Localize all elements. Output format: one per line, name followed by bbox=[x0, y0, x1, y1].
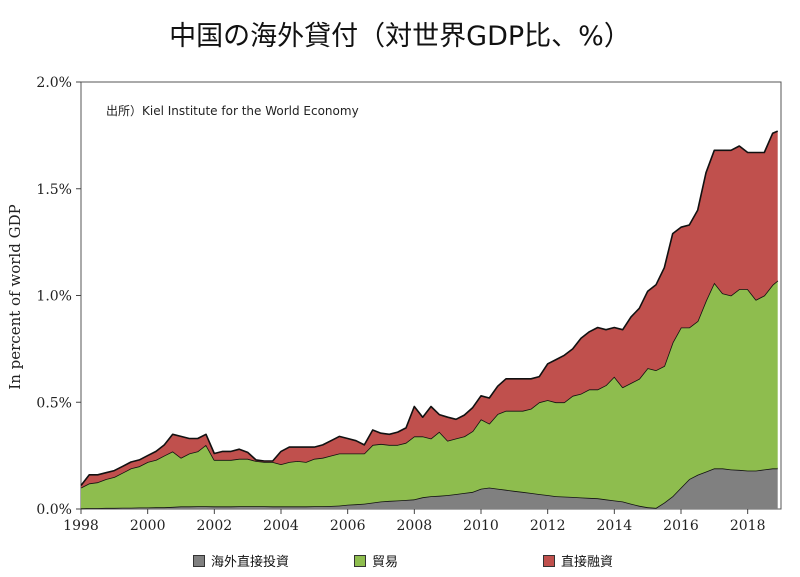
x-tick-label: 2016 bbox=[663, 518, 699, 534]
source-annotation: 出所）Kiel Institute for the World Economy bbox=[106, 104, 359, 118]
legend-label: 海外直接投資 bbox=[211, 555, 290, 570]
x-tick-label: 2004 bbox=[263, 518, 299, 534]
area-series-2 bbox=[81, 280, 778, 509]
y-tick-label: 0.5% bbox=[36, 395, 72, 411]
legend-label: 貿易 bbox=[372, 555, 399, 570]
legend-swatch bbox=[543, 554, 555, 567]
legend-swatch bbox=[193, 554, 205, 567]
legend-label: 直接融資 bbox=[561, 555, 614, 570]
legend-item: 直接融資 bbox=[543, 551, 613, 570]
y-axis-label: In percent of world GDP bbox=[6, 204, 24, 389]
x-tick-label: 2014 bbox=[597, 518, 633, 534]
chart-title: 中国の海外貸付（対世界GDP比、%） bbox=[169, 21, 631, 52]
x-tick-label: 2018 bbox=[730, 518, 766, 534]
area-series-3-line bbox=[80, 130, 779, 486]
x-tick-label: 2008 bbox=[397, 518, 433, 534]
y-tick-label: 0.0% bbox=[36, 502, 72, 518]
stacked-areas bbox=[80, 130, 779, 510]
legend-item: 貿易 bbox=[354, 551, 398, 570]
y-tick-label: 2.0% bbox=[36, 75, 72, 91]
x-tick-label: 2006 bbox=[330, 518, 366, 534]
legend-swatch bbox=[354, 554, 366, 567]
x-tick-label: 2002 bbox=[197, 518, 233, 534]
legend: 海外直接投資 貿易 直接融資 bbox=[0, 551, 800, 573]
area-series-1 bbox=[81, 468, 778, 509]
x-tick-label: 2010 bbox=[463, 518, 499, 534]
x-tick-label: 1998 bbox=[63, 518, 99, 534]
x-axis: 1998 2000 2002 2004 2006 2008 2010 2012 2014 2016… bbox=[63, 509, 765, 534]
y-axis: 0.0% 0.5% 1.0% 1.5% 2.0% bbox=[36, 75, 81, 518]
x-tick-label: 2000 bbox=[130, 518, 166, 534]
y-tick-label: 1.5% bbox=[36, 182, 72, 198]
x-tick-label: 2012 bbox=[530, 518, 566, 534]
y-tick-label: 1.0% bbox=[36, 289, 72, 305]
legend-item: 海外直接投資 bbox=[193, 551, 289, 570]
